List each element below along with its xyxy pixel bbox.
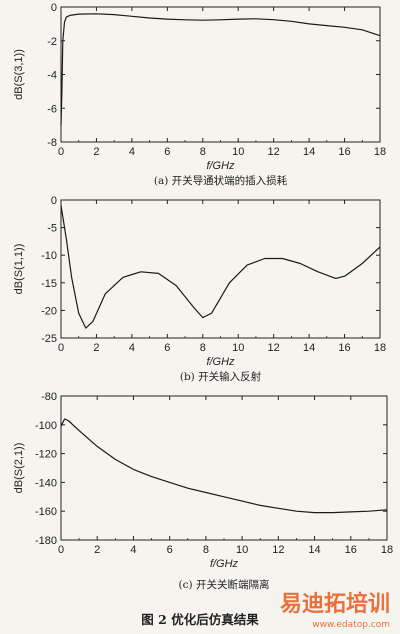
y-axis-label: dB(S(2,1)) bbox=[13, 443, 25, 494]
y-tick-label: -4 bbox=[47, 70, 57, 82]
y-axis-label: dB(S(3,1)) bbox=[13, 49, 25, 100]
plot-frame bbox=[60, 6, 381, 143]
y-tick-label: -160 bbox=[35, 506, 57, 518]
x-tick-label: 14 bbox=[303, 342, 315, 354]
x-tick-label: 16 bbox=[345, 544, 357, 556]
y-tick-label: -2 bbox=[47, 36, 57, 48]
watermark-url: www.edatop.com bbox=[312, 620, 390, 630]
y-tick-label: 0 bbox=[51, 2, 57, 14]
x-tick-label: 2 bbox=[93, 146, 99, 158]
x-tick-label: 12 bbox=[268, 146, 280, 158]
x-axis-label: f/GHz bbox=[206, 160, 235, 172]
x-tick-label: 10 bbox=[232, 146, 244, 158]
x-tick-label: 4 bbox=[130, 544, 136, 556]
y-tick-label: -8 bbox=[47, 137, 57, 149]
x-tick-label: 16 bbox=[338, 342, 350, 354]
x-tick-label: 0 bbox=[58, 544, 64, 556]
chart-c: 0 2 4 6 8 10 12 14 16 18 -80 -100 -120 -140 -160 -180 f/… bbox=[13, 391, 393, 591]
x-axis-label: f/GHz bbox=[210, 558, 239, 570]
x-axis-label: f/GHz bbox=[206, 356, 235, 368]
x-tick-label: 2 bbox=[93, 342, 99, 354]
y-tick-label: -100 bbox=[35, 420, 57, 432]
y-tick-label: -140 bbox=[35, 477, 57, 489]
series-line bbox=[60, 418, 388, 514]
y-tick-label: -6 bbox=[47, 103, 57, 115]
plot-frame bbox=[60, 395, 388, 541]
y-tick-label: -25 bbox=[41, 333, 57, 345]
y-tick-label: -5 bbox=[47, 223, 57, 235]
chart-a: 0 2 4 6 8 10 12 14 16 18 0 -2 -4 -6 -8 f/GHz dB(S(3,1)) (… bbox=[13, 2, 386, 187]
chart-caption: (c) 开关关断端隔离 bbox=[179, 578, 270, 591]
x-tick-label: 6 bbox=[164, 342, 170, 354]
y-tick-label: -180 bbox=[35, 535, 57, 547]
x-tick-label: 18 bbox=[374, 146, 386, 158]
x-tick-label: 18 bbox=[381, 544, 393, 556]
x-tick-label: 12 bbox=[272, 544, 284, 556]
series-line bbox=[60, 13, 381, 126]
x-tick-label: 8 bbox=[200, 146, 206, 158]
y-tick-label: -20 bbox=[41, 305, 57, 317]
x-tick-label: 6 bbox=[164, 146, 170, 158]
chart-caption: (a) 开关导通状端的插入损耗 bbox=[154, 174, 288, 187]
x-tick-label: 18 bbox=[374, 342, 386, 354]
x-tick-label: 0 bbox=[58, 146, 64, 158]
x-tick-label: 2 bbox=[94, 544, 100, 556]
x-tick-label: 6 bbox=[167, 544, 173, 556]
series-line bbox=[60, 205, 381, 329]
x-tick-label: 8 bbox=[200, 342, 206, 354]
x-tick-label: 4 bbox=[129, 146, 135, 158]
y-tick-label: -80 bbox=[41, 391, 57, 403]
plot-frame bbox=[60, 199, 381, 339]
y-tick-label: -10 bbox=[41, 250, 57, 262]
x-tick-label: 4 bbox=[129, 342, 135, 354]
x-tick-label: 14 bbox=[303, 146, 315, 158]
watermark-brand: 易迪拓培训 bbox=[280, 591, 390, 617]
x-tick-label: 8 bbox=[203, 544, 209, 556]
x-tick-label: 14 bbox=[308, 544, 320, 556]
y-axis-label: dB(S(1,1)) bbox=[13, 244, 25, 295]
chart-caption: (b) 开关输入反射 bbox=[180, 370, 262, 383]
y-tick-label: -15 bbox=[41, 278, 57, 290]
x-tick-label: 10 bbox=[236, 544, 248, 556]
watermark: 易迪拓培训 www.edatop.com bbox=[280, 591, 390, 630]
y-tick-label: -120 bbox=[35, 449, 57, 461]
x-tick-label: 16 bbox=[338, 146, 350, 158]
figure-title: 图 2 优化后仿真结果 bbox=[141, 612, 259, 627]
x-tick-label: 0 bbox=[58, 342, 64, 354]
x-tick-label: 10 bbox=[232, 342, 244, 354]
chart-b: 0 2 4 6 8 10 12 14 16 18 0 -5 -10 -15 -20 -25 f/GHz dB(S(… bbox=[13, 195, 386, 383]
y-tick-label: 0 bbox=[51, 195, 57, 207]
x-tick-label: 12 bbox=[268, 342, 280, 354]
